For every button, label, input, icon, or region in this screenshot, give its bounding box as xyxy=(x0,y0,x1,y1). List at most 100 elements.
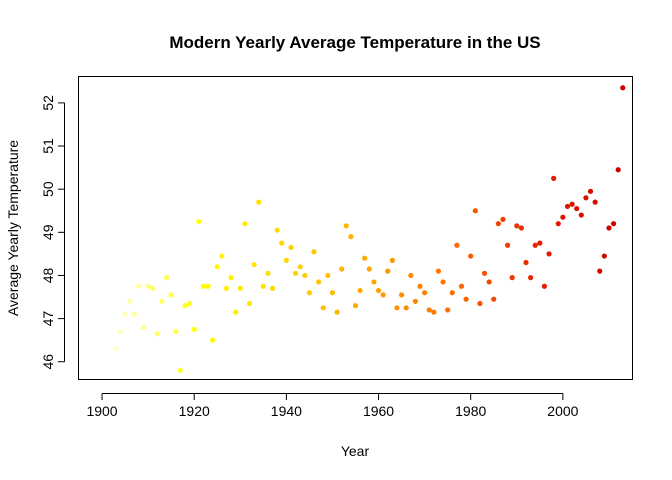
data-point xyxy=(306,290,313,296)
data-point xyxy=(173,328,179,335)
data-points xyxy=(113,85,626,373)
data-point xyxy=(122,311,128,317)
data-point xyxy=(168,292,174,298)
data-point xyxy=(371,279,377,285)
data-point xyxy=(163,275,170,281)
data-point xyxy=(523,259,529,266)
data-point xyxy=(334,309,340,315)
data-point xyxy=(422,290,428,296)
data-point xyxy=(491,296,497,302)
data-point xyxy=(463,296,469,302)
x-tick-label: 1960 xyxy=(363,403,394,419)
data-point xyxy=(495,221,501,227)
data-point xyxy=(274,227,280,233)
data-point xyxy=(394,305,400,311)
data-point xyxy=(375,287,382,294)
data-point xyxy=(504,242,511,248)
data-point xyxy=(620,85,626,91)
data-point xyxy=(329,290,336,296)
data-point xyxy=(528,275,534,281)
x-tick-label: 1920 xyxy=(179,403,210,419)
data-point xyxy=(292,270,299,276)
data-point xyxy=(246,300,253,307)
data-point xyxy=(592,199,598,205)
y-tick-label: 49 xyxy=(40,224,56,240)
y-tick-label: 48 xyxy=(40,267,56,283)
data-point xyxy=(260,283,266,289)
data-point xyxy=(486,279,492,285)
data-point xyxy=(597,268,603,274)
data-point xyxy=(187,300,193,307)
data-point xyxy=(449,290,455,296)
data-point xyxy=(440,279,446,285)
data-point xyxy=(343,223,349,229)
data-point xyxy=(380,292,386,298)
data-point xyxy=(532,242,538,248)
data-point xyxy=(541,283,548,289)
data-point xyxy=(537,240,543,246)
data-point xyxy=(357,287,363,294)
data-point xyxy=(233,309,239,315)
data-point xyxy=(311,249,317,255)
data-point xyxy=(251,262,257,268)
data-point xyxy=(283,257,289,263)
data-point xyxy=(214,264,220,270)
x-tick-label: 1900 xyxy=(86,403,117,419)
data-point xyxy=(500,216,506,222)
y-tick-label: 46 xyxy=(40,354,56,370)
data-point xyxy=(472,208,478,214)
data-point xyxy=(223,285,230,291)
data-point xyxy=(578,212,584,218)
data-point xyxy=(196,218,202,225)
data-point xyxy=(574,205,580,212)
data-point xyxy=(560,214,566,220)
data-point xyxy=(366,266,372,272)
data-point xyxy=(159,298,165,304)
data-point xyxy=(154,331,160,337)
data-point xyxy=(518,225,525,231)
data-point xyxy=(210,337,216,343)
x-tick-label: 2000 xyxy=(547,403,578,419)
data-point xyxy=(583,195,589,201)
y-tick-label: 51 xyxy=(40,138,56,154)
data-point xyxy=(205,283,211,289)
x-axis-label: Year xyxy=(341,443,370,459)
data-point xyxy=(288,244,294,251)
data-point xyxy=(265,270,271,276)
data-point xyxy=(477,300,483,307)
data-point xyxy=(256,199,262,205)
data-point xyxy=(481,270,488,276)
data-point xyxy=(389,257,395,263)
y-tick-label: 47 xyxy=(40,311,56,327)
x-tick-label: 1940 xyxy=(271,403,302,419)
data-point xyxy=(385,268,391,274)
data-point xyxy=(279,240,285,246)
data-point xyxy=(339,266,345,272)
data-point xyxy=(412,298,419,304)
y-tick-label: 50 xyxy=(40,181,56,197)
data-point xyxy=(468,253,474,259)
data-point xyxy=(182,303,188,309)
data-point xyxy=(127,298,133,304)
data-point xyxy=(145,283,151,289)
data-point xyxy=(546,251,552,257)
data-point xyxy=(269,285,276,291)
data-point xyxy=(228,275,234,281)
data-point xyxy=(200,283,207,289)
data-point xyxy=(131,311,137,317)
data-point xyxy=(398,292,405,298)
data-point xyxy=(445,307,451,313)
data-point xyxy=(408,272,414,279)
data-point xyxy=(403,305,409,311)
data-point xyxy=(610,221,617,227)
data-point xyxy=(348,234,354,240)
data-point xyxy=(564,203,571,210)
x-axis: 1900 1920 1940 1960 1980 2000 xyxy=(86,393,579,419)
y-tick-label: 52 xyxy=(40,95,56,111)
data-point xyxy=(140,324,147,330)
data-point xyxy=(297,264,303,270)
data-point xyxy=(320,305,326,311)
data-point xyxy=(352,303,359,309)
data-point xyxy=(177,367,183,373)
